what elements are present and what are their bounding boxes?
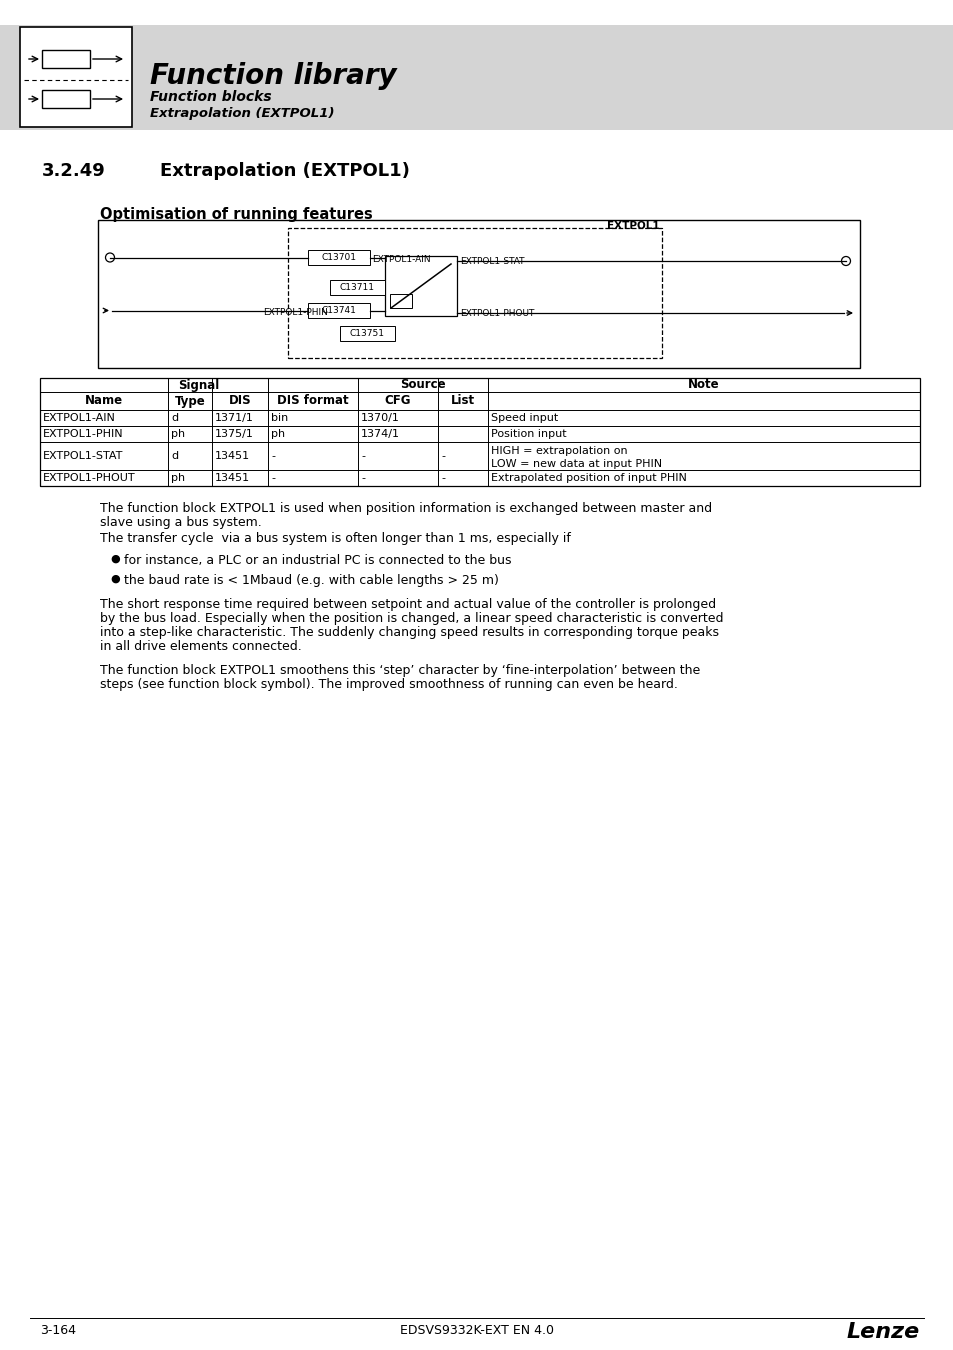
Text: bin: bin xyxy=(271,413,288,423)
Text: DIS: DIS xyxy=(229,394,251,408)
Bar xyxy=(308,250,370,265)
Text: -: - xyxy=(360,472,365,483)
Text: EXTPOL1-PHIN: EXTPOL1-PHIN xyxy=(263,308,328,317)
Text: Optimisation of running features: Optimisation of running features xyxy=(100,207,373,221)
Text: Position input: Position input xyxy=(491,429,566,439)
Text: ph: ph xyxy=(171,429,185,439)
Text: Extrapolation (EXTPOL1): Extrapolation (EXTPOL1) xyxy=(160,162,410,180)
Text: EXTPOL1-STAT: EXTPOL1-STAT xyxy=(43,451,123,460)
Text: EXTPOL1-PHIN: EXTPOL1-PHIN xyxy=(43,429,124,439)
Text: ●: ● xyxy=(110,554,120,564)
Text: ph: ph xyxy=(271,429,285,439)
Text: EXTPOL1-AIN: EXTPOL1-AIN xyxy=(43,413,115,423)
Bar xyxy=(385,256,456,316)
Text: -: - xyxy=(360,451,365,460)
Text: the baud rate is < 1Mbaud (e.g. with cable lengths > 25 m): the baud rate is < 1Mbaud (e.g. with cab… xyxy=(124,574,498,587)
Text: 3-164: 3-164 xyxy=(40,1324,76,1336)
Text: The short response time required between setpoint and actual value of the contro: The short response time required between… xyxy=(100,598,716,612)
Text: EXTPOL1-PHOUT: EXTPOL1-PHOUT xyxy=(43,472,135,483)
Text: ●: ● xyxy=(110,574,120,585)
Bar xyxy=(390,294,412,308)
Text: 1371/1: 1371/1 xyxy=(214,413,253,423)
Bar xyxy=(0,26,953,130)
Text: EXTPOL1-STAT: EXTPOL1-STAT xyxy=(459,256,524,266)
Bar xyxy=(98,220,859,369)
Text: CFG: CFG xyxy=(384,394,411,408)
Bar xyxy=(288,228,661,358)
Text: The transfer cycle  via a bus system is often longer than 1 ms, especially if: The transfer cycle via a bus system is o… xyxy=(100,532,570,545)
Bar xyxy=(42,90,90,108)
Text: -: - xyxy=(440,451,444,460)
Text: Type: Type xyxy=(174,394,205,408)
Text: Signal: Signal xyxy=(178,378,219,392)
Text: C13711: C13711 xyxy=(339,284,375,292)
Text: -: - xyxy=(440,472,444,483)
Text: Note: Note xyxy=(687,378,720,392)
Text: in all drive elements connected.: in all drive elements connected. xyxy=(100,640,301,653)
Text: C13751: C13751 xyxy=(350,329,385,338)
Text: List: List xyxy=(451,394,475,408)
Text: -: - xyxy=(271,451,274,460)
Text: C13701: C13701 xyxy=(321,252,356,262)
Text: The function block EXTPOL1 smoothens this ‘step’ character by ‘fine-interpolatio: The function block EXTPOL1 smoothens thi… xyxy=(100,664,700,676)
Text: -: - xyxy=(271,472,274,483)
Text: Source: Source xyxy=(399,378,445,392)
Bar xyxy=(330,279,385,296)
Text: Name: Name xyxy=(85,394,123,408)
Bar xyxy=(308,302,370,319)
Text: d: d xyxy=(171,413,178,423)
Text: EXTPOL1-PHOUT: EXTPOL1-PHOUT xyxy=(459,309,534,317)
Text: LOW = new data at input PHIN: LOW = new data at input PHIN xyxy=(491,459,661,468)
Text: Function library: Function library xyxy=(150,62,396,90)
Text: 3.2.49: 3.2.49 xyxy=(42,162,106,180)
Bar xyxy=(339,325,395,342)
Circle shape xyxy=(106,252,114,262)
Text: into a step-like characteristic. The suddenly changing speed results in correspo: into a step-like characteristic. The sud… xyxy=(100,626,719,639)
Text: 13451: 13451 xyxy=(214,472,250,483)
Text: Lenze: Lenze xyxy=(846,1322,919,1342)
Text: DIS format: DIS format xyxy=(277,394,349,408)
Text: for instance, a PLC or an industrial PC is connected to the bus: for instance, a PLC or an industrial PC … xyxy=(124,554,511,567)
Text: The function block EXTPOL1 is used when position information is exchanged betwee: The function block EXTPOL1 is used when … xyxy=(100,502,711,514)
Bar xyxy=(40,378,919,486)
Text: 1374/1: 1374/1 xyxy=(360,429,399,439)
Text: EXTPOL1: EXTPOL1 xyxy=(607,221,659,231)
Text: ph: ph xyxy=(171,472,185,483)
Text: slave using a bus system.: slave using a bus system. xyxy=(100,516,261,529)
Text: by the bus load. Especially when the position is changed, a linear speed charact: by the bus load. Especially when the pos… xyxy=(100,612,722,625)
Text: EXTPOL1-AIN: EXTPOL1-AIN xyxy=(372,255,430,265)
Text: d: d xyxy=(171,451,178,460)
Text: Speed input: Speed input xyxy=(491,413,558,423)
Text: Extrapolated position of input PHIN: Extrapolated position of input PHIN xyxy=(491,472,686,483)
Text: 1370/1: 1370/1 xyxy=(360,413,399,423)
Text: HIGH = extrapolation on: HIGH = extrapolation on xyxy=(491,446,627,456)
Bar xyxy=(20,27,132,127)
Text: steps (see function block symbol). The improved smoothness of running can even b: steps (see function block symbol). The i… xyxy=(100,678,678,691)
Text: Extrapolation (EXTPOL1): Extrapolation (EXTPOL1) xyxy=(150,107,335,120)
Bar xyxy=(42,50,90,68)
Text: 1375/1: 1375/1 xyxy=(214,429,253,439)
Text: Function blocks: Function blocks xyxy=(150,90,272,104)
Text: C13741: C13741 xyxy=(321,306,356,315)
Text: EDSVS9332K-EXT EN 4.0: EDSVS9332K-EXT EN 4.0 xyxy=(399,1324,554,1336)
Circle shape xyxy=(841,256,850,266)
Text: 13451: 13451 xyxy=(214,451,250,460)
